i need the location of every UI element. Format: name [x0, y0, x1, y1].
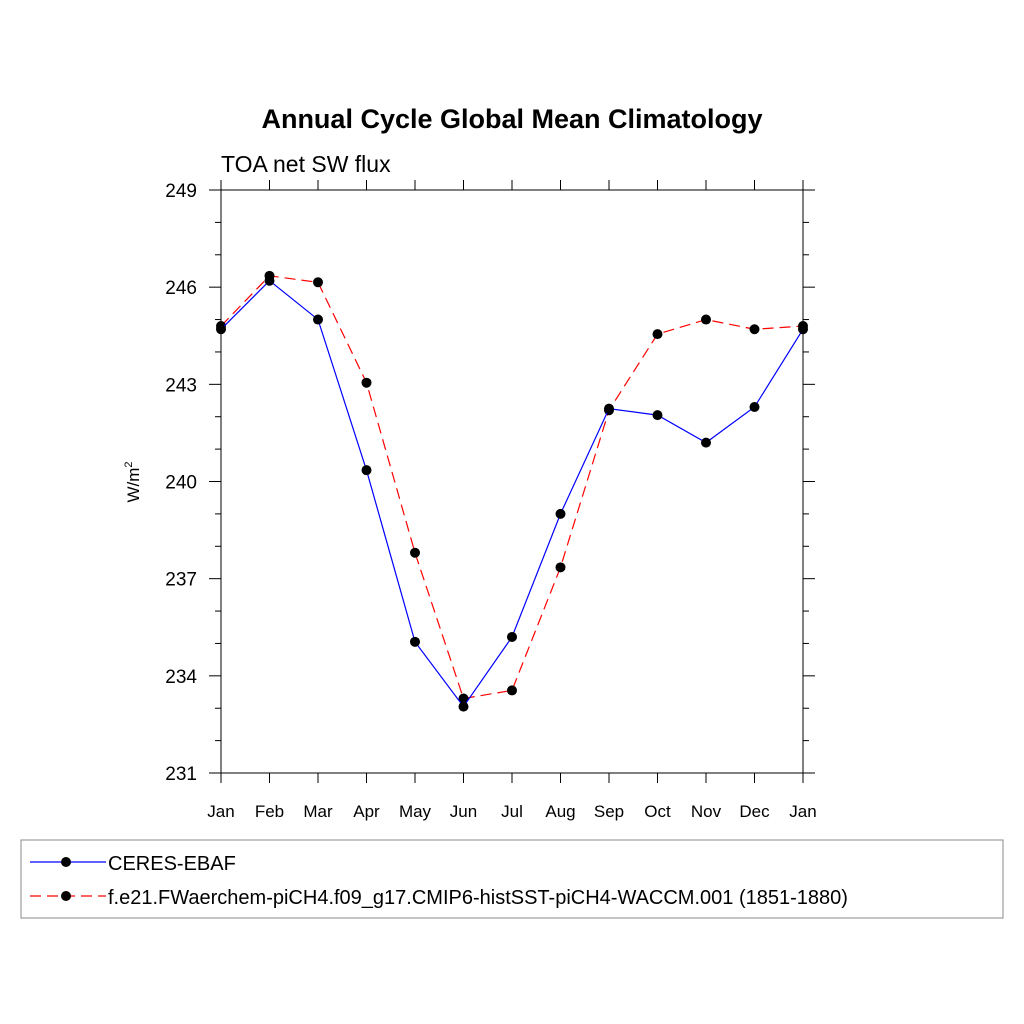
- x-tick-label: Mar: [303, 802, 333, 821]
- data-point: [361, 377, 372, 388]
- x-tick-label: May: [399, 802, 432, 821]
- data-point: [604, 403, 614, 414]
- legend-box: [20, 839, 1004, 919]
- y-tick-label: 234: [165, 667, 197, 688]
- data-point: [313, 277, 323, 288]
- data-point: [555, 508, 566, 519]
- data-point: [701, 437, 711, 448]
- data-point: [458, 693, 469, 704]
- data-point: [507, 631, 517, 642]
- data-point: [652, 410, 663, 421]
- x-tick-label: Nov: [691, 802, 722, 821]
- data-point: [216, 324, 226, 335]
- axis-ticks: 231 234 237 240 243 246 249 Jan Feb Mar Apr May Jun J…: [165, 180, 817, 821]
- y-axis-label-superscript: 2: [123, 461, 135, 467]
- data-point: [749, 324, 760, 335]
- x-tick-label: Dec: [739, 802, 770, 821]
- legend-label: CERES-EBAF: [108, 853, 236, 875]
- data-point: [264, 275, 275, 286]
- series-1: [216, 275, 808, 712]
- y-tick-label: 231: [165, 764, 197, 785]
- legend-item: CERES-EBAF: [30, 853, 236, 875]
- data-point: [555, 562, 566, 573]
- data-point: [652, 329, 663, 340]
- data-point: [701, 314, 711, 325]
- x-tick-label: Oct: [644, 802, 671, 821]
- series-layer: [216, 270, 808, 712]
- y-axis-label: W/m2: [123, 461, 143, 502]
- x-tick-label: Aug: [545, 802, 575, 821]
- x-tick-label: Sep: [594, 802, 624, 821]
- x-tick-label: Jan: [207, 802, 234, 821]
- data-point: [361, 465, 372, 476]
- series-line: [220, 279, 804, 708]
- data-point: [410, 547, 420, 558]
- data-point: [410, 636, 420, 647]
- chart-title: Annual Cycle Global Mean Climatology: [261, 104, 762, 134]
- legend-item: f.e21.FWaerchem-piCH4.f09_g17.CMIP6-hist…: [30, 887, 848, 909]
- data-point: [798, 324, 808, 335]
- x-tick-label: Apr: [353, 802, 380, 821]
- data-point: [507, 685, 517, 696]
- y-tick-label: 237: [165, 570, 197, 591]
- legend-marker: [61, 857, 71, 867]
- y-axis-label-unit: W/m: [124, 468, 143, 503]
- y-tick-label: 240: [165, 473, 197, 494]
- x-tick-label: Jul: [501, 802, 523, 821]
- y-tick-label: 246: [165, 278, 197, 299]
- legend-label: f.e21.FWaerchem-piCH4.f09_g17.CMIP6-hist…: [108, 887, 848, 909]
- x-tick-label: Jun: [450, 802, 477, 821]
- data-point: [313, 314, 323, 325]
- x-tick-label: Jan: [789, 802, 816, 821]
- data-point: [749, 402, 760, 413]
- series-2: [216, 270, 808, 704]
- legend: CERES-EBAF f.e21.FWaerchem-piCH4.f09_g17.…: [30, 853, 848, 909]
- data-point: [458, 701, 469, 712]
- legend-marker: [61, 891, 71, 901]
- y-tick-label: 249: [165, 181, 197, 202]
- x-tick-label: Feb: [255, 802, 284, 821]
- chart-subtitle: TOA net SW flux: [221, 151, 391, 177]
- y-tick-label: 243: [165, 375, 197, 396]
